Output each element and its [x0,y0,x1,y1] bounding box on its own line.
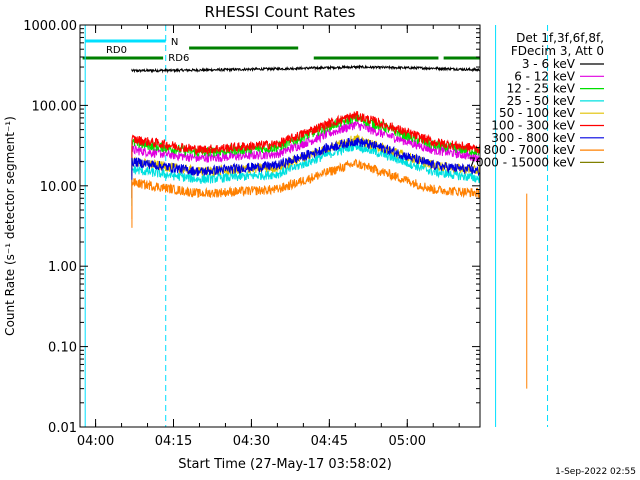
x-axis-label: Start Time (27-May-17 03:58:02) [178,457,392,472]
series-group [131,64,528,389]
series-line-100-300keV [131,111,481,176]
x-tick-label: 04:00 [77,434,114,449]
x-tick-label: 04:45 [311,434,348,449]
legend-label: 3 - 6 keV [522,57,576,71]
y-axis: 0.01 0.10 1.00 10.00 100.00 1000.00 [23,19,480,436]
legend-header-1: Det 1f,3f,6f,8f, [516,31,604,45]
y-tick-label: 1.00 [48,260,77,275]
legend-label: 6 - 12 keV [514,69,576,83]
series-line-800-7000keV [131,158,481,220]
y-tick-label: 1000.00 [23,19,77,34]
legend-label: 800 - 7000 keV [484,143,576,157]
legend: Det 1f,3f,6f,8f, FDecim 3, Att 0 3 - 6 k… [468,31,604,169]
legend-label: 7000 - 15000 keV [468,155,575,169]
saa-label-rd6: RD6 [168,53,189,64]
x-tick-label: 04:15 [155,434,192,449]
saa-label-rd0: RD0 [106,45,127,56]
series-line-3-6keV [131,64,481,74]
legend-header-2: FDecim 3, Att 0 [511,44,604,58]
y-tick-label: 100.00 [32,99,78,114]
chart-title: RHESSI Count Rates [205,3,356,21]
y-axis-label: Count Rate (s⁻¹ detector segment⁻¹) [3,116,17,336]
y-tick-label: 0.01 [48,421,77,436]
legend-label: 50 - 100 keV [499,106,576,120]
plot-timestamp: 1-Sep-2022 02:55 [555,467,636,477]
legend-label: 300 - 800 keV [491,131,575,145]
night-label: N [171,37,178,48]
legend-label: 12 - 25 keV [507,82,576,96]
series-line-300-800keV [131,137,481,199]
series-line-6-12keV [131,120,481,187]
legend-label: 100 - 300 keV [491,119,575,133]
x-tick-label: 04:30 [233,434,270,449]
y-tick-label: 10.00 [40,180,77,195]
y-tick-label: 0.10 [48,341,77,356]
legend-label: 25 - 50 keV [507,94,576,108]
orbit-annotations: N RD0 RD6 [82,25,549,427]
plot-frame [79,24,481,428]
series-line-25-50keV [131,141,481,206]
x-tick-label: 05:00 [389,434,426,449]
x-axis: 04:00 04:15 04:30 04:45 05:00 [77,25,460,449]
